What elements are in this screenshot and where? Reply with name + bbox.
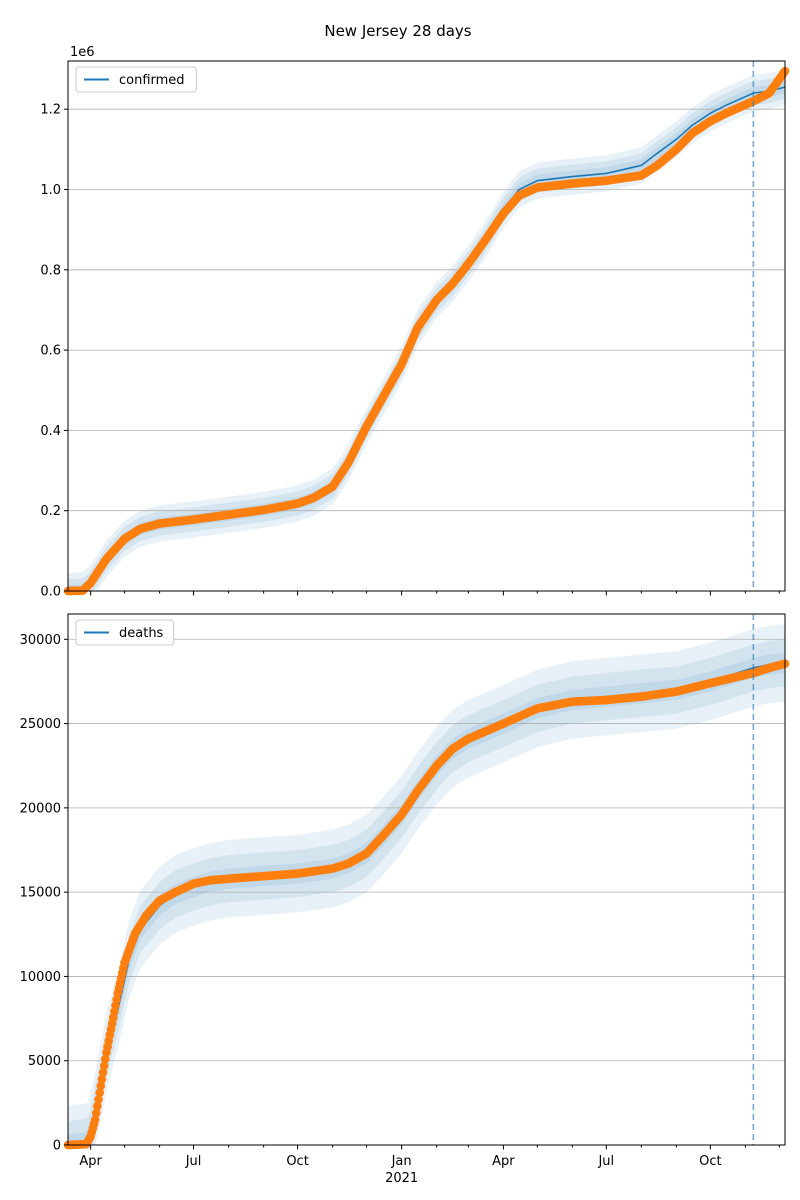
legend: confirmed: [75, 66, 197, 93]
legend: deaths: [75, 619, 175, 646]
y-tick-label: 30000: [20, 633, 61, 648]
chart-panel-deaths: 0 5000 10000 15000 20000 25000 30000 Apr Jul Oct…: [20, 613, 790, 1186]
bands-layer: [68, 624, 785, 1145]
y-axis: 0 5000 10000 15000 20000 25000 30000: [20, 633, 68, 1154]
y-tick-label: 0.4: [40, 424, 61, 439]
y-tick-label: 15000: [20, 886, 61, 901]
y-tick-label: 0.8: [40, 263, 61, 278]
x-tick-label: Oct: [699, 1154, 721, 1169]
y-tick-label: 20000: [20, 801, 61, 816]
x-tick-label: Jan: [391, 1154, 412, 1169]
x-tick-label: Oct: [286, 1154, 308, 1169]
chart-panel-confirmed: 0.0 0.2 0.4 0.6 0.8 1.0 1.2 1e6 confirmed: [40, 45, 790, 600]
observed-point: [97, 1075, 107, 1084]
y-tick-label: 25000: [20, 717, 61, 732]
y-tick-label: 5000: [28, 1054, 61, 1069]
figure-title: New Jersey 28 days: [324, 22, 471, 40]
y-tick-label: 10000: [20, 970, 61, 985]
y-tick-label: 0.6: [40, 344, 61, 359]
legend-box: [75, 619, 175, 646]
observed-point: [99, 1061, 109, 1071]
y-scale-label: 1e6: [70, 45, 95, 60]
bands-layer: [68, 69, 785, 592]
x-axis-year-label: 2021: [385, 1171, 418, 1186]
observed-point: [92, 1108, 101, 1118]
observed-point: [101, 1054, 110, 1064]
x-tick-label: Jul: [185, 1154, 202, 1169]
y-tick-label: 1.2: [40, 103, 61, 118]
y-tick-label: 1.0: [40, 183, 61, 198]
plot-frame: [67, 60, 786, 592]
observed-point: [95, 1088, 104, 1097]
observed-point: [93, 1101, 102, 1111]
uncertainty-band: [68, 69, 785, 591]
y-tick-label: 0: [53, 1139, 61, 1154]
legend-box: [75, 66, 197, 93]
observed-layer: [63, 66, 790, 596]
y-tick-label: 0.0: [40, 585, 61, 600]
y-tick-label: 0.2: [40, 504, 61, 519]
legend-label: confirmed: [119, 73, 185, 88]
observed-point: [90, 1115, 100, 1124]
uncertainty-band: [68, 75, 785, 592]
x-tick-label: Jul: [597, 1154, 614, 1169]
observed-point: [96, 1081, 106, 1091]
x-tick-label: Apr: [492, 1154, 515, 1169]
uncertainty-band: [68, 624, 785, 1145]
x-axis: Apr Jul Oct Jan Apr Jul Oct: [79, 1145, 780, 1169]
observed-point: [98, 1068, 108, 1077]
plot-frame: [67, 613, 786, 1146]
legend-label: deaths: [119, 626, 164, 641]
x-axis: [90, 591, 780, 596]
x-tick-label: Apr: [79, 1154, 102, 1169]
observed-layer: [63, 659, 790, 1150]
y-axis: 0.0 0.2 0.4 0.6 0.8 1.0 1.2: [40, 103, 68, 600]
observed-point: [94, 1095, 103, 1104]
